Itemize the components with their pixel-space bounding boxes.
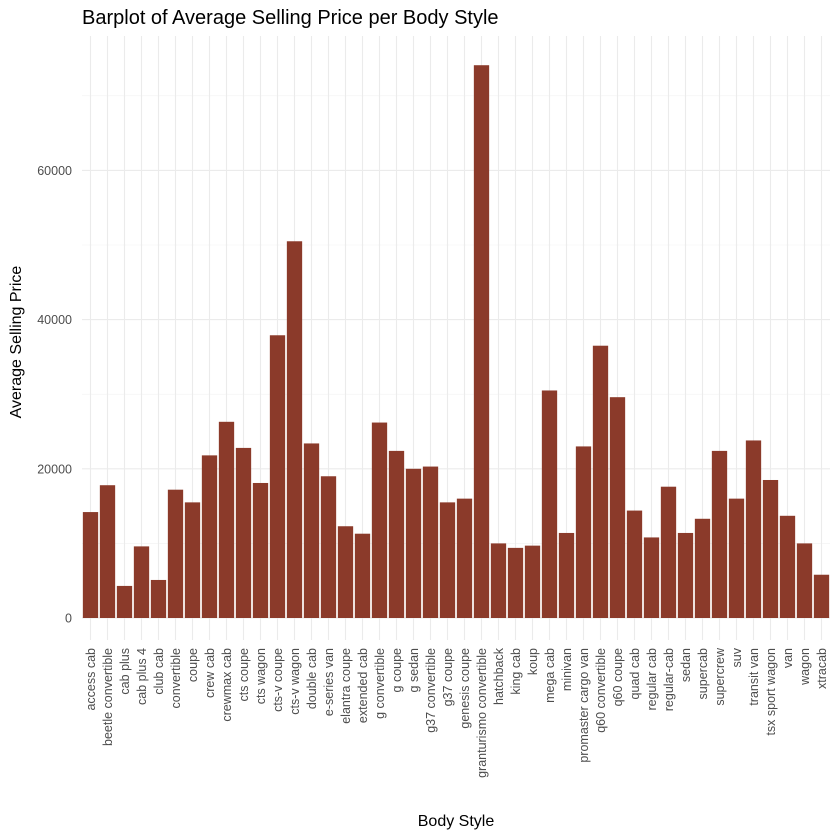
- bar: [660, 486, 677, 618]
- x-tick-label: g coupe: [390, 648, 404, 693]
- x-tick-label: mega cab: [543, 648, 557, 703]
- y-tick-label: 20000: [37, 462, 72, 476]
- x-tick-label: g37 convertible: [424, 648, 438, 733]
- bar: [728, 498, 745, 618]
- bar: [490, 543, 507, 618]
- x-tick-label: genesis coupe: [458, 648, 472, 729]
- bar: [167, 489, 184, 618]
- bar: [150, 579, 167, 618]
- x-tick-label: tsx sport wagon: [764, 648, 778, 736]
- x-tick-label: granturismo convertible: [475, 648, 489, 778]
- x-tick-label: crew cab: [203, 648, 217, 698]
- bar: [779, 515, 796, 618]
- x-tick-label: quad cab: [628, 648, 642, 699]
- bar: [82, 512, 99, 618]
- x-tick-label: beetle convertible: [101, 648, 115, 746]
- x-tick-label: xtracab: [815, 648, 829, 689]
- y-axis-title: Average Selling Price: [8, 266, 25, 419]
- bar: [371, 422, 388, 618]
- x-tick-label: transit van: [747, 648, 761, 706]
- bar: [286, 241, 303, 618]
- x-tick-label: cab plus: [118, 648, 132, 695]
- bar: [218, 421, 235, 618]
- bar: [575, 446, 592, 618]
- x-tick-label: cts-v wagon: [288, 648, 302, 715]
- x-axis-ticks: access cab beetle convertible cab plus cab …: [84, 647, 829, 778]
- x-tick-label: cab plus 4: [135, 648, 149, 705]
- x-tick-label: g convertible: [373, 648, 387, 719]
- bar: [252, 482, 269, 618]
- bar: [422, 466, 439, 618]
- bar: [235, 447, 252, 618]
- bars: [82, 65, 830, 619]
- x-tick-label: van: [781, 648, 795, 668]
- bar: [745, 440, 762, 618]
- x-tick-label: suv: [730, 647, 744, 667]
- x-tick-label: king cab: [509, 648, 523, 695]
- bar: [558, 532, 575, 618]
- x-tick-label: supercrew: [713, 647, 727, 706]
- x-tick-label: koup: [526, 648, 540, 675]
- x-tick-label: minivan: [560, 648, 574, 691]
- bar: [303, 443, 320, 618]
- bar: [320, 476, 337, 618]
- x-tick-label: extended cab: [356, 648, 370, 723]
- chart-title: Barplot of Average Selling Price per Bod…: [82, 7, 499, 29]
- x-tick-label: q60 coupe: [611, 648, 625, 706]
- x-tick-label: g sedan: [407, 648, 421, 693]
- bar: [796, 543, 813, 618]
- bar: [626, 510, 643, 618]
- y-tick-label: 60000: [37, 164, 72, 178]
- bar: [133, 546, 150, 618]
- bar: [541, 390, 558, 618]
- bar: [762, 479, 779, 618]
- x-tick-label: supercab: [696, 648, 710, 699]
- bar: [337, 526, 354, 618]
- x-tick-label: access cab: [84, 648, 98, 711]
- x-axis-title: Body Style: [418, 813, 495, 830]
- x-tick-label: elantra coupe: [339, 648, 353, 724]
- bar: [813, 574, 830, 618]
- y-tick-label: 0: [65, 612, 72, 626]
- bar: [592, 345, 609, 618]
- x-tick-label: g37 coupe: [441, 648, 455, 706]
- x-tick-label: cts-v coupe: [271, 648, 285, 712]
- y-axis-ticks: 0 20000 40000 60000: [37, 164, 72, 626]
- x-tick-label: e-series van: [322, 648, 336, 716]
- y-tick-label: 40000: [37, 313, 72, 327]
- bar: [354, 533, 371, 618]
- bar: [405, 468, 422, 618]
- x-tick-label: club cab: [152, 648, 166, 695]
- x-tick-label: hatchback: [492, 647, 506, 705]
- bar: [694, 518, 711, 618]
- x-tick-label: q60 convertible: [594, 648, 608, 733]
- x-tick-label: convertible: [169, 648, 183, 708]
- bar: [184, 502, 201, 618]
- bar: [99, 485, 116, 618]
- bar: [201, 455, 218, 618]
- bar: [711, 450, 728, 618]
- x-tick-label: regular cab: [645, 648, 659, 711]
- bar: [473, 65, 490, 619]
- x-tick-label: regular-cab: [662, 648, 676, 711]
- bar: [388, 450, 405, 618]
- x-tick-label: coupe: [186, 648, 200, 682]
- bar: [116, 585, 133, 618]
- x-tick-label: double cab: [305, 648, 319, 709]
- x-tick-label: cts wagon: [254, 648, 268, 704]
- x-tick-label: cts coupe: [237, 648, 251, 702]
- x-tick-label: wagon: [798, 648, 812, 686]
- bar: [507, 547, 524, 618]
- bar: [269, 335, 286, 618]
- bar: [643, 537, 660, 618]
- bar: [677, 532, 694, 618]
- bar: [439, 502, 456, 618]
- x-tick-label: sedan: [679, 648, 693, 682]
- x-tick-label: crewmax cab: [220, 648, 234, 722]
- bar: [456, 498, 473, 618]
- bar: [524, 545, 541, 618]
- x-tick-label: promaster cargo van: [577, 648, 591, 763]
- bar: [609, 397, 626, 618]
